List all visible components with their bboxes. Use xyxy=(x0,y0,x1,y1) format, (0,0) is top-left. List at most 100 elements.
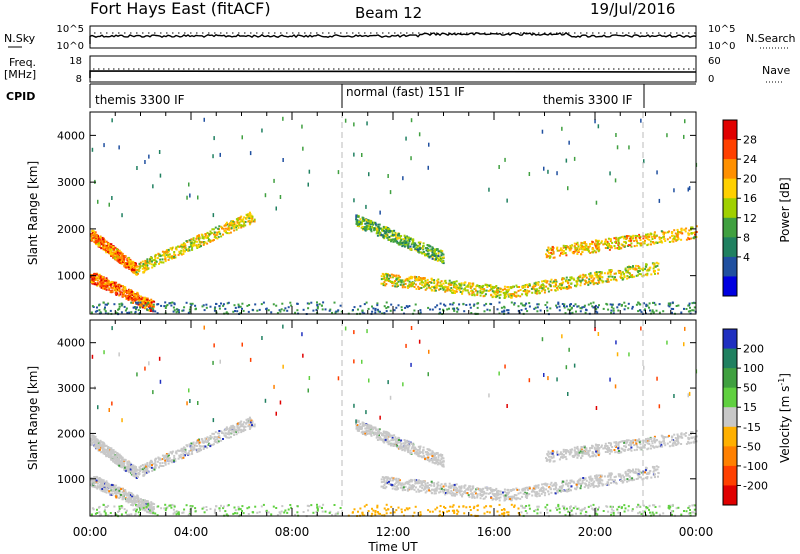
power-cell xyxy=(534,283,537,286)
power-cell xyxy=(431,308,434,311)
velocity-cell xyxy=(248,420,251,423)
power-cell xyxy=(284,307,287,310)
power-cell xyxy=(589,282,592,285)
power-cell xyxy=(554,285,557,288)
power-cell xyxy=(355,214,357,219)
power-cell xyxy=(435,248,438,251)
power-cell xyxy=(286,309,289,312)
power-cell xyxy=(420,287,423,289)
power-cell xyxy=(656,264,659,267)
power-cell xyxy=(614,247,617,250)
power-cell xyxy=(364,222,367,225)
power-cell xyxy=(103,244,106,247)
power-cell xyxy=(340,310,343,313)
velocity-cell xyxy=(228,433,231,436)
power-cell xyxy=(307,307,310,310)
power-cell xyxy=(439,288,442,290)
power-cell xyxy=(619,270,622,273)
power-cell xyxy=(427,249,430,252)
power-cell xyxy=(598,277,601,280)
power-cell xyxy=(588,278,591,281)
power-cell xyxy=(368,228,371,231)
power-cell xyxy=(279,195,282,199)
power-cell xyxy=(620,273,623,276)
power-cell xyxy=(94,241,97,244)
power-cell xyxy=(376,234,379,237)
power-cell xyxy=(137,309,140,312)
velocity-cell xyxy=(222,432,225,435)
power-cell xyxy=(127,291,130,294)
power-cell xyxy=(430,249,433,252)
power-cell xyxy=(468,303,471,306)
freq-left-tick-top: 18 xyxy=(69,56,82,67)
power-cell xyxy=(442,256,445,259)
power-cell xyxy=(568,284,571,287)
power-cell xyxy=(597,281,600,284)
power-cell xyxy=(407,242,410,245)
velocity-cell xyxy=(169,451,172,454)
power-cell xyxy=(104,306,106,309)
power-cell xyxy=(391,230,394,233)
power-cell xyxy=(419,309,422,312)
power-cell xyxy=(627,239,630,242)
power-cell xyxy=(161,250,164,253)
power-cell xyxy=(691,309,694,312)
power-cell xyxy=(188,246,191,249)
power-cell xyxy=(687,304,690,307)
power-cell xyxy=(662,233,665,236)
power-cell xyxy=(489,284,492,287)
power-cell xyxy=(353,122,355,127)
power-cell xyxy=(411,284,414,287)
power-cell xyxy=(689,306,691,309)
power-cell xyxy=(587,250,590,253)
power-cell xyxy=(505,289,508,292)
power-cell xyxy=(105,284,108,287)
power-cell xyxy=(159,254,162,257)
power-cell xyxy=(379,227,382,230)
power-cell xyxy=(166,304,169,306)
power-cell xyxy=(565,254,568,257)
power-cell xyxy=(372,221,375,224)
power-cell xyxy=(495,291,498,294)
power-cell xyxy=(687,310,690,313)
power-cell xyxy=(193,243,195,246)
power-cell xyxy=(610,311,613,314)
velocity-cell xyxy=(116,489,119,492)
velocity-cell xyxy=(150,501,153,504)
power-cell xyxy=(600,240,603,243)
power-cell xyxy=(262,301,265,304)
velocity-cell xyxy=(99,488,102,491)
velocity-cell xyxy=(120,488,123,491)
power-cell xyxy=(683,228,686,231)
power-cell xyxy=(586,248,589,251)
power-cell xyxy=(478,286,481,289)
power-cell xyxy=(211,228,214,231)
velocity-cell xyxy=(136,495,139,498)
freq-right-tick-top: 60 xyxy=(708,56,721,67)
velocity-cell xyxy=(146,463,149,466)
power-cell xyxy=(393,281,395,284)
power-cell xyxy=(579,244,582,247)
power-cell xyxy=(600,276,603,279)
power-cell xyxy=(451,288,454,291)
power-cell xyxy=(173,309,176,312)
power-cell xyxy=(142,299,145,302)
power-cell xyxy=(110,244,113,247)
power-cell xyxy=(388,236,391,238)
power-cell xyxy=(452,301,455,304)
power-cell xyxy=(549,280,552,283)
power-cell xyxy=(596,248,599,251)
power-cell xyxy=(476,293,479,296)
power-cell xyxy=(414,283,417,286)
power-cell xyxy=(197,195,199,200)
power-cell xyxy=(545,253,547,256)
power-cell xyxy=(430,289,433,292)
power-cell xyxy=(640,310,643,313)
power-cell xyxy=(594,304,597,307)
power-cell xyxy=(228,232,231,235)
power-cell xyxy=(560,284,563,287)
power-cell xyxy=(161,254,164,257)
velocity-cell xyxy=(204,440,207,443)
power-cell xyxy=(165,252,168,255)
power-cell xyxy=(434,250,436,253)
